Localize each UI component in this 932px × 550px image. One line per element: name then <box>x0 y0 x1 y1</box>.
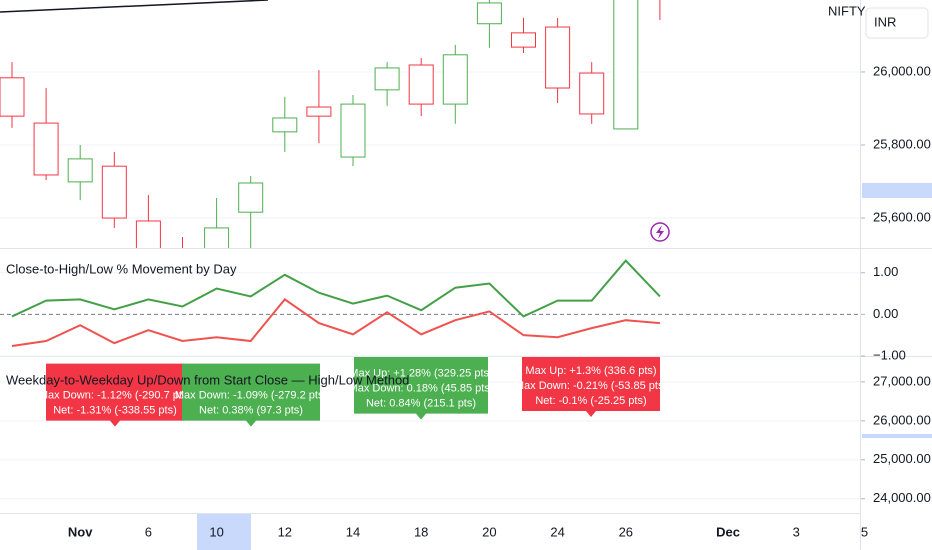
x-tick-label: 3 <box>793 524 800 539</box>
trend-line[interactable] <box>0 0 269 13</box>
labels: Max Down: -1.12% (-290.7 pts) Net: -1.31%… <box>39 357 667 427</box>
label-text: Max Up: +1.28% (329.25 pts) <box>349 368 492 380</box>
y-tick-label: −1.00 <box>873 347 906 362</box>
crosshair-highlight <box>197 514 251 550</box>
pane-title: Weekday-to-Weekday Up/Down from Start Cl… <box>6 372 409 387</box>
lines <box>11 259 661 347</box>
label-text: Max Down: -1.09% (-279.2 pts) <box>175 390 327 402</box>
price-highlight <box>862 434 932 438</box>
label-text: Net: 0.84% (215.1 pts) <box>366 398 476 410</box>
x-tick-label: 14 <box>346 524 360 539</box>
candle-body <box>613 0 639 130</box>
y-tick-label: 0.00 <box>873 306 898 321</box>
label-text: Max Down: 0.18% (45.85 pts) <box>349 383 494 395</box>
candles <box>0 0 661 248</box>
alert-icon[interactable] <box>650 222 670 242</box>
candle-body <box>33 122 59 176</box>
y-tick-label: 24,000.00 <box>873 490 931 505</box>
y-tick-label: 1.00 <box>873 264 898 279</box>
label-text: Max Down: -0.21% (-53.85 pts) <box>515 380 667 392</box>
series-line <box>11 259 661 318</box>
candle-body <box>204 227 230 248</box>
x-tick-label: 18 <box>414 524 428 539</box>
label-text: Net: -0.1% (-25.25 pts) <box>535 395 646 407</box>
x-tick-label: 20 <box>482 524 496 539</box>
candle-body <box>442 54 468 105</box>
price-highlight <box>862 183 932 198</box>
candle-body <box>67 158 93 183</box>
candle-body <box>511 32 536 48</box>
x-tick-label: 6 <box>145 524 152 539</box>
alert-bolt[interactable] <box>656 225 664 239</box>
label-box <box>182 363 320 427</box>
candle-body <box>579 72 605 115</box>
y-tick-label: 27,000.00 <box>873 373 931 388</box>
x-tick-label: 24 <box>550 524 564 539</box>
candle-body <box>306 106 332 117</box>
x-tick-label: 12 <box>278 524 292 539</box>
candle-body <box>545 26 571 89</box>
x-tick-label: 5 <box>861 524 868 539</box>
candle-body <box>101 165 127 219</box>
candle-body <box>476 2 502 25</box>
x-tick-label: 26 <box>619 524 633 539</box>
label-box <box>46 363 184 427</box>
candle-body <box>272 117 298 133</box>
candle-body <box>135 220 161 248</box>
candle-body <box>408 64 434 105</box>
label-box <box>522 357 660 417</box>
alert-circle[interactable] <box>650 222 670 242</box>
candle-body <box>238 182 264 213</box>
symbol: NIFTY <box>828 3 866 18</box>
currency-button[interactable] <box>865 7 929 39</box>
y-tick-label: 26,000.00 <box>873 63 931 78</box>
x-tick-label: Dec <box>716 524 740 539</box>
label-text: Max Up: +1.3% (336.6 pts) <box>525 365 656 377</box>
candle-body <box>340 103 366 158</box>
currency: INR <box>874 14 896 29</box>
label-text: Max Down: -1.12% (-290.7 pts) <box>39 390 191 402</box>
x-tick-label: Nov <box>68 524 93 539</box>
candle-body <box>0 77 25 117</box>
label-text: Net: -1.31% (-338.55 pts) <box>53 405 177 417</box>
y-tick-label: 26,000.00 <box>873 412 931 427</box>
y-tick-label: 25,800.00 <box>873 136 931 151</box>
y-tick-label: 25,000.00 <box>873 451 931 466</box>
candle-body <box>374 67 400 91</box>
x-tick-label: 10 <box>209 524 223 539</box>
label-text: Net: 0.38% (97.3 pts) <box>199 405 303 417</box>
y-tick-label: 25,600.00 <box>873 209 931 224</box>
series-line <box>11 298 660 347</box>
label-box <box>354 357 488 420</box>
pane-title: Close-to-High/Low % Movement by Day <box>6 261 237 276</box>
